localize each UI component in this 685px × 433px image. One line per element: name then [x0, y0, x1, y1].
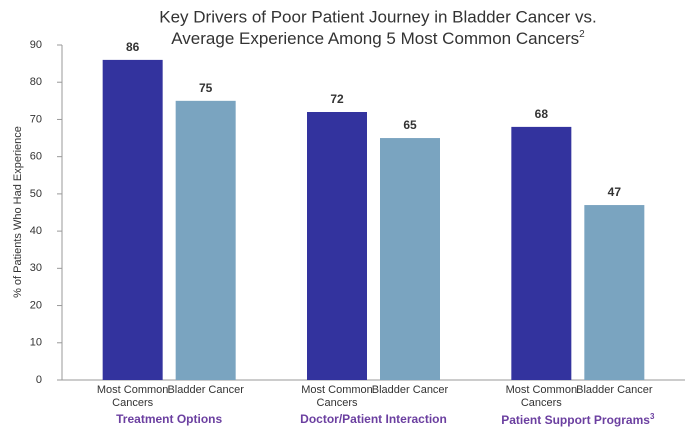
y-axis-label: % of Patients Who Had Experience	[12, 126, 24, 298]
category-text: Patient Support Programs	[501, 413, 650, 427]
category-text: Doctor/Patient Interaction	[300, 412, 447, 426]
value-label: 68	[535, 107, 549, 121]
value-label: 72	[330, 92, 344, 106]
y-tick-label: 70	[30, 113, 42, 125]
chart-title: Average Experience Among 5 Most Common C…	[171, 29, 579, 48]
y-tick-label: 0	[36, 374, 42, 386]
bar	[511, 126, 572, 380]
y-tick-label: 90	[30, 39, 42, 51]
y-tick-label: 30	[30, 262, 42, 274]
series-label: Most Common Cancers	[505, 384, 578, 409]
series-label: Bladder Cancer	[576, 384, 653, 396]
category-text: Treatment Options	[116, 412, 223, 426]
series-label: Bladder Cancer	[371, 384, 449, 396]
series-label: Bladder Cancer	[167, 384, 244, 396]
bar	[584, 205, 645, 380]
value-label: 75	[199, 81, 213, 95]
y-tick-label: 80	[30, 76, 42, 88]
bar	[102, 59, 163, 381]
category-label: Treatment Options	[59, 412, 279, 426]
chart-title: Average Experience Among 5 Most Common C…	[171, 29, 585, 49]
series-label: Most Common Cancers	[301, 384, 373, 409]
value-label: 86	[126, 40, 140, 54]
value-label: 65	[403, 118, 417, 132]
y-tick-label: 10	[30, 337, 42, 349]
bar	[380, 138, 440, 380]
title-superscript: 2	[579, 29, 585, 40]
series-label: Most Common Cancers	[96, 384, 169, 409]
y-tick-label: 20	[30, 299, 42, 311]
category-label: Doctor/Patient Interaction	[264, 412, 484, 426]
bar	[175, 100, 236, 380]
category-superscript: 3	[649, 412, 655, 421]
bar	[307, 112, 367, 380]
chart-title: Key Drivers of Poor Patient Journey in B…	[159, 7, 596, 26]
y-tick-label: 50	[30, 188, 42, 200]
y-tick-label: 60	[30, 151, 42, 163]
y-tick-label: 40	[30, 225, 42, 237]
category-label: Patient Support Programs3	[468, 412, 685, 427]
value-label: 47	[608, 185, 622, 199]
